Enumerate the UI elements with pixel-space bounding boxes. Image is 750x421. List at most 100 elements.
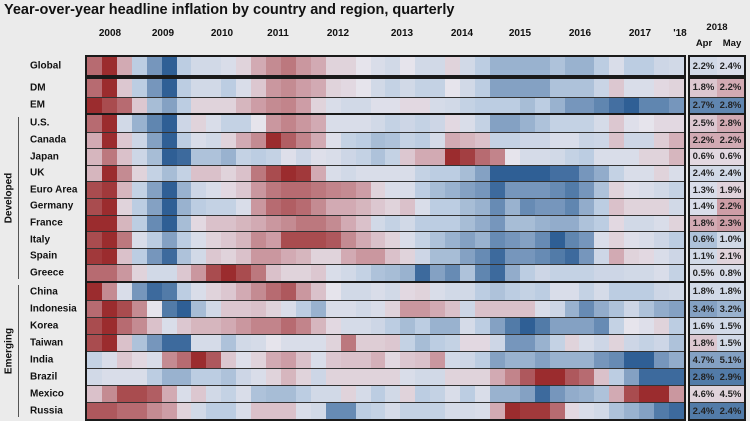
heatmap-cell (280, 283, 296, 300)
heatmap-cell (564, 248, 580, 265)
heatmap-cell (266, 386, 281, 402)
heatmap-cell (415, 79, 431, 97)
heatmap-cell (131, 149, 147, 165)
heatmap-cell (206, 386, 222, 402)
heatmap-cell (355, 403, 371, 419)
heatmap-cell (549, 215, 565, 232)
heatmap-cell (176, 232, 192, 248)
heatmap-cell (639, 115, 655, 132)
heatmap-cell (504, 301, 520, 317)
heatmap-cell (236, 79, 252, 97)
heatmap-row (87, 198, 684, 215)
heatmap-cell (385, 265, 401, 281)
heatmap-cell (445, 199, 461, 215)
heatmap-cell (161, 79, 177, 97)
heatmap-cell (400, 283, 416, 300)
heatmap-cell (460, 215, 475, 232)
heatmap-cell (460, 403, 475, 419)
row-group (85, 77, 686, 116)
apr-value: 2.8% (690, 369, 717, 385)
heatmap-cell (295, 318, 311, 334)
heatmap-cell (191, 182, 207, 198)
heatmap-cell (445, 369, 461, 385)
heatmap-cell (609, 283, 625, 300)
heatmap-cell (280, 79, 296, 97)
heatmap-cell (654, 265, 669, 281)
heatmap-cell (206, 335, 222, 351)
heatmap-cell (594, 165, 610, 182)
heatmap-cell (415, 386, 431, 402)
heatmap-cell (519, 165, 535, 182)
may-value: 2.3% (717, 215, 744, 232)
heatmap-cell (594, 97, 610, 114)
heatmap-row (87, 264, 684, 281)
heatmap-cell (325, 215, 341, 232)
heatmap-cell (221, 283, 237, 300)
heatmap-cell (101, 132, 117, 149)
heatmap-cell (415, 352, 431, 368)
heatmap-cell (654, 97, 669, 114)
heatmap-cell (594, 132, 610, 149)
heatmap-cell (385, 301, 401, 317)
heatmap-cell (460, 79, 475, 97)
heatmap-cell (430, 265, 446, 281)
latest-values-row: 4.6% 4.5% (690, 385, 744, 402)
heatmap-cell (460, 369, 475, 385)
may-value: 2.1% (717, 248, 744, 265)
heatmap-cell (116, 369, 132, 385)
heatmap-cell (415, 318, 431, 334)
heatmap-cell (504, 386, 520, 402)
latest-values-row: 2.5% 2.8% (690, 115, 744, 132)
x-tick-label: 2011 (267, 28, 289, 39)
row-label: Greece (30, 267, 64, 279)
heatmap-cell (131, 232, 147, 248)
heatmap-cell (310, 97, 326, 114)
heatmap-cell (340, 79, 356, 97)
row-label: India (30, 354, 54, 365)
heatmap-cell (594, 215, 610, 232)
heatmap-cell (131, 301, 147, 317)
heatmap-cell (191, 301, 207, 317)
heatmap-cell (579, 248, 595, 265)
heatmap-cell (654, 318, 669, 334)
latest-values-row: 0.5% 0.8% (690, 264, 744, 281)
heatmap-cell (146, 215, 162, 232)
heatmap-cell (221, 97, 237, 114)
heatmap-cell (624, 248, 640, 265)
heatmap-cell (668, 165, 684, 182)
heatmap-cell (579, 57, 595, 75)
heatmap-cell (460, 115, 475, 132)
heatmap-cell (668, 97, 684, 114)
heatmap-cell (549, 248, 565, 265)
heatmap-cell (654, 149, 669, 165)
heatmap-cell (325, 199, 341, 215)
heatmap-cell (564, 352, 580, 368)
heatmap-cell (549, 335, 565, 351)
heatmap-cell (609, 132, 625, 149)
heatmap-cell (116, 97, 132, 114)
heatmap-cell (549, 232, 565, 248)
heatmap-cell (370, 57, 386, 75)
heatmap-row (87, 57, 684, 75)
heatmap-cell (266, 132, 281, 149)
x-tick-label: 2014 (450, 28, 474, 39)
apr-value: 1.8% (690, 79, 717, 97)
heatmap-cell (251, 403, 267, 419)
heatmap-cell (519, 403, 535, 419)
heatmap-cell (385, 318, 401, 334)
heatmap-cell (176, 97, 192, 114)
latest-values-row: 1.8% 1.8% (690, 283, 744, 300)
heatmap-cell (445, 97, 461, 114)
heatmap-cell (430, 283, 446, 300)
may-value: 1.9% (717, 182, 744, 198)
latest-values-row: 1.4% 2.2% (690, 198, 744, 215)
heatmap-cell (609, 199, 625, 215)
x-tick-label: 2015 (508, 28, 532, 39)
heatmap-cell (445, 132, 461, 149)
heatmap-cell (430, 149, 446, 165)
heatmap-cell (146, 182, 162, 198)
heatmap-cell (295, 352, 311, 368)
heatmap-cell (489, 369, 505, 385)
heatmap-cell (654, 182, 669, 198)
heatmap-cell (534, 57, 550, 75)
